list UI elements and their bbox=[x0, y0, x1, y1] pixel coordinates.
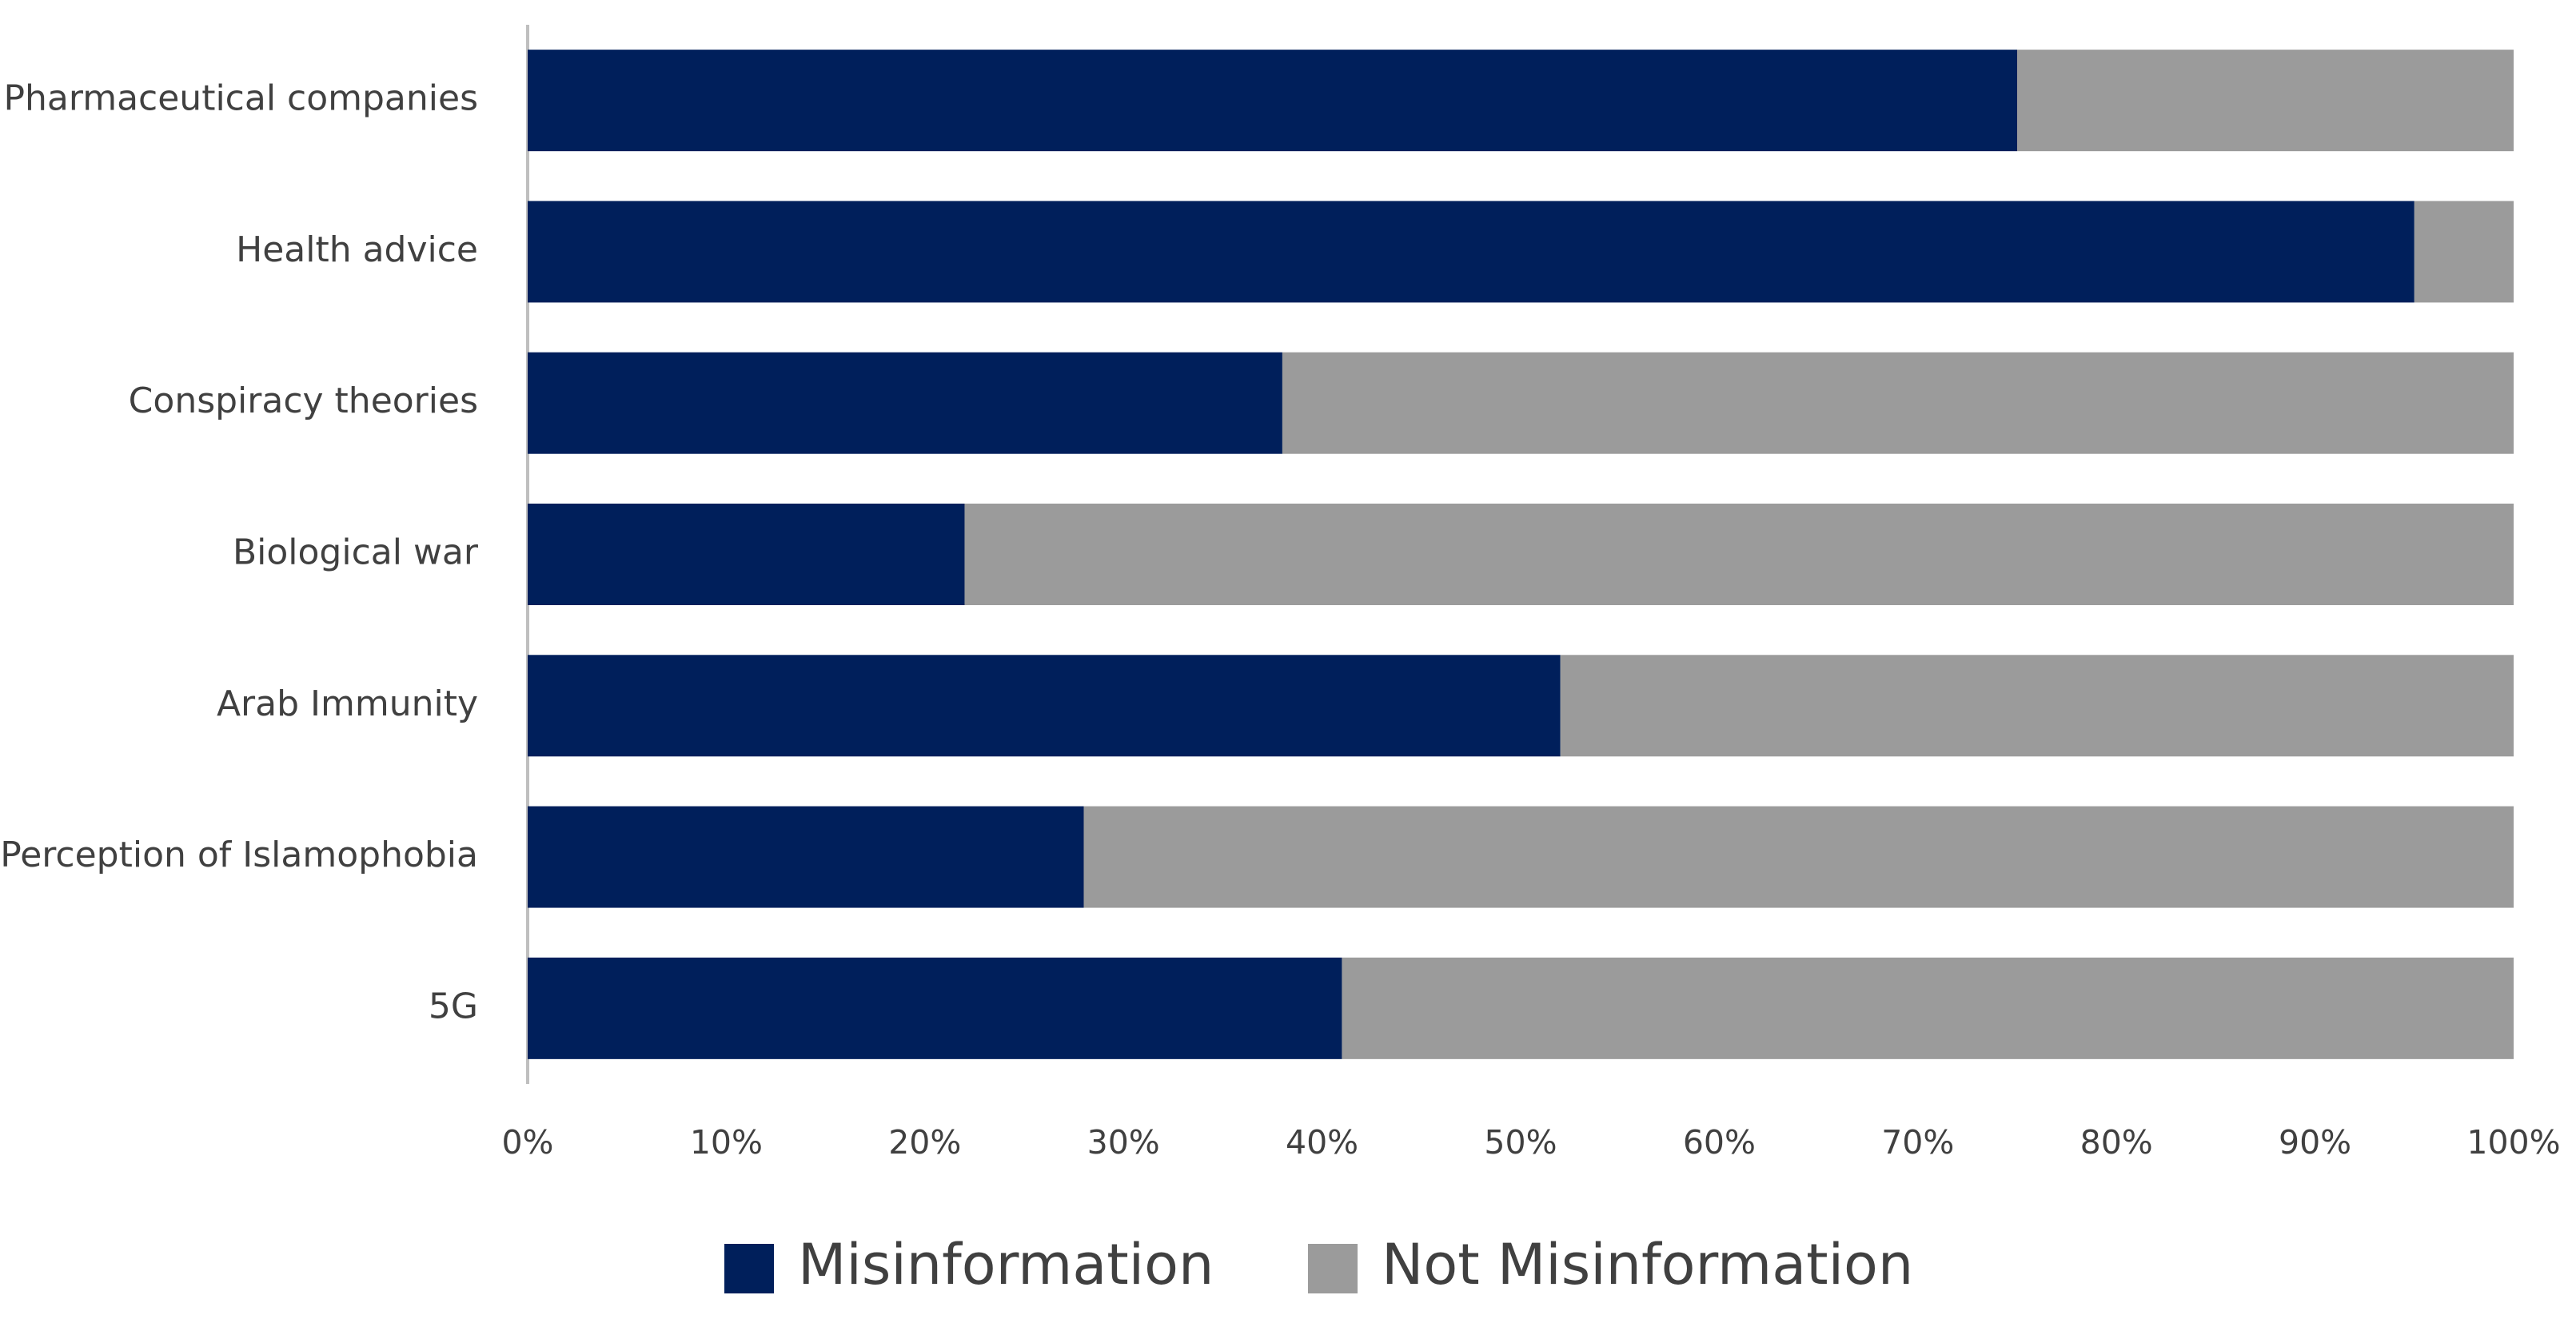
legend-label: Misinformation bbox=[798, 1232, 1214, 1297]
category-label: Conspiracy theories bbox=[129, 381, 478, 421]
x-tick-label: 90% bbox=[2279, 1123, 2351, 1162]
x-tick-label: 60% bbox=[1683, 1123, 1756, 1162]
x-tick-label: 70% bbox=[1881, 1123, 1954, 1162]
x-tick-label: 30% bbox=[1087, 1123, 1160, 1162]
legend-swatch bbox=[724, 1244, 774, 1293]
x-tick-label: 50% bbox=[1484, 1123, 1557, 1162]
x-tick-label: 10% bbox=[690, 1123, 763, 1162]
bar-segment bbox=[1083, 806, 2514, 908]
bar-segment bbox=[528, 504, 965, 605]
legend-label: Not Misinformation bbox=[1382, 1232, 1913, 1297]
category-label: Arab Immunity bbox=[217, 683, 478, 724]
category-label: Biological war bbox=[233, 532, 479, 573]
x-tick-label: 80% bbox=[2080, 1123, 2153, 1162]
bar-segment bbox=[528, 957, 1342, 1059]
legend-swatch bbox=[1308, 1244, 1358, 1293]
x-tick-label: 0% bbox=[501, 1123, 553, 1162]
bar-segment bbox=[2414, 201, 2514, 303]
bar-segment bbox=[2017, 50, 2514, 152]
x-tick-label: 20% bbox=[888, 1123, 961, 1162]
x-tick-label: 40% bbox=[1286, 1123, 1358, 1162]
category-label: 5G bbox=[429, 986, 478, 1026]
bar-segment bbox=[528, 352, 1282, 454]
bar-segment bbox=[964, 504, 2514, 605]
category-label: Health advice bbox=[236, 229, 478, 270]
bar-segment bbox=[1282, 352, 2514, 454]
category-label: Pharmaceutical companies bbox=[4, 78, 478, 119]
bar-segment bbox=[1560, 655, 2514, 757]
bar-segment bbox=[528, 806, 1084, 908]
bar-segment bbox=[1342, 957, 2514, 1059]
bar-segment bbox=[528, 201, 2415, 303]
bar-segment bbox=[528, 50, 2017, 152]
category-label: Perception of Islamophobia bbox=[0, 835, 478, 875]
x-tick-label: 100% bbox=[2466, 1123, 2560, 1162]
bar-segment bbox=[528, 655, 1561, 757]
